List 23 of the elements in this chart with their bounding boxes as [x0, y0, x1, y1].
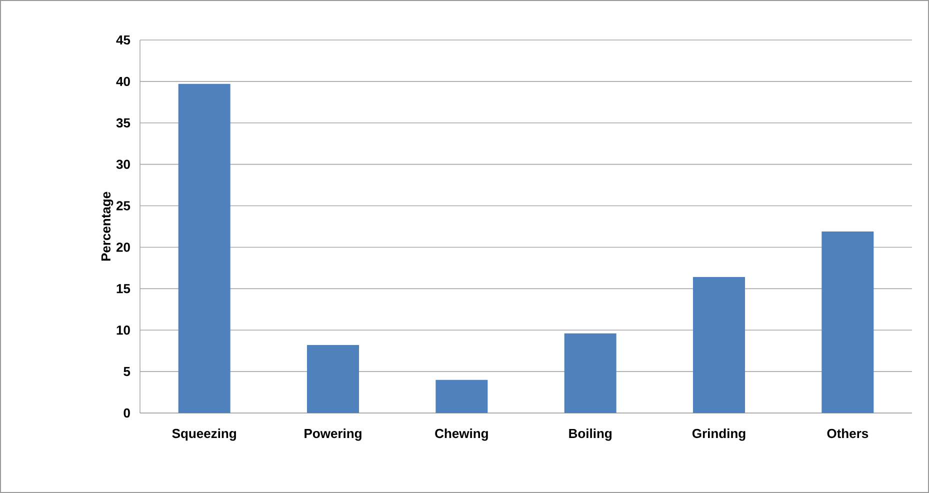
bar [307, 345, 359, 413]
bar [822, 231, 874, 413]
bar [564, 333, 616, 413]
bar [693, 277, 745, 413]
y-tick-label: 5 [124, 367, 130, 376]
x-tick-label: Boiling [569, 428, 612, 441]
y-tick-label: 0 [124, 408, 130, 418]
x-tick-label: Grinding [692, 428, 746, 441]
y-axis-title: Percentage [101, 192, 114, 261]
bar [178, 84, 230, 413]
y-tick-label: 15 [116, 284, 130, 294]
y-tick-label: 25 [116, 201, 130, 210]
x-tick-label: Powering [304, 428, 362, 441]
y-tick-label: 45 [116, 35, 130, 45]
bar [436, 380, 488, 413]
y-tick-label: 20 [116, 242, 130, 252]
x-tick-label: Squeezing [172, 428, 236, 441]
x-tick-label: Others [827, 428, 868, 438]
y-tick-label: 30 [116, 160, 130, 169]
y-tick-label: 40 [116, 76, 130, 86]
y-tick-label: 35 [116, 118, 130, 128]
x-tick-label: Chewing [435, 428, 488, 441]
y-tick-label: 10 [116, 326, 130, 335]
